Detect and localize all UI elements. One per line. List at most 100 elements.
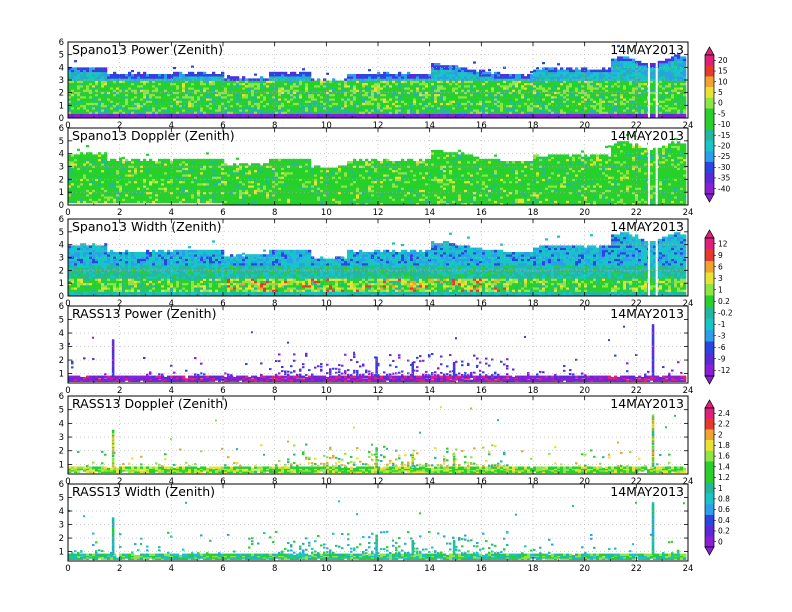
heatmap-cell (623, 93, 627, 97)
heatmap-cell (533, 80, 537, 84)
heatmap-cell (92, 100, 96, 103)
heatmap-cell (254, 104, 258, 108)
heatmap-cell (602, 91, 606, 95)
heatmap-cell (458, 98, 462, 101)
heatmap-cell (467, 98, 471, 101)
heatmap-cell (308, 93, 312, 97)
heatmap-cell (275, 78, 279, 81)
heatmap-cell (443, 113, 447, 117)
heatmap-cell (566, 98, 570, 101)
heatmap-cell (308, 74, 312, 77)
heatmap-cell (605, 109, 609, 112)
heatmap-cell (104, 109, 108, 112)
heatmap-cell (644, 85, 648, 88)
heatmap-cell (512, 91, 516, 95)
heatmap-cell (104, 183, 108, 186)
heatmap-cell (464, 100, 468, 103)
heatmap-cell (671, 71, 675, 75)
heatmap-cell (338, 102, 342, 106)
heatmap-cell (92, 91, 96, 95)
heatmap-cell (332, 102, 336, 106)
heatmap-cell (101, 102, 105, 106)
heatmap-cell (266, 96, 270, 99)
heatmap-cell (104, 161, 108, 164)
heatmap-cell (140, 82, 144, 86)
heatmap-cell (485, 91, 489, 95)
heatmap-cell (581, 91, 585, 95)
heatmap-cell (650, 109, 654, 112)
heatmap-cell (416, 115, 420, 118)
heatmap-cell (257, 85, 261, 88)
heatmap-cell (407, 82, 411, 86)
heatmap-cell (479, 102, 483, 106)
heatmap-cell (116, 100, 120, 103)
heatmap-cell (545, 74, 549, 77)
heatmap-cell (677, 96, 681, 99)
heatmap-cell (449, 91, 453, 95)
heatmap-cell (71, 185, 75, 188)
heatmap-cell (83, 69, 87, 73)
heatmap-cell (662, 87, 666, 90)
heatmap-cell (530, 93, 534, 97)
heatmap-cell (95, 78, 99, 81)
heatmap-cell (560, 89, 564, 92)
heatmap-cell (77, 104, 81, 108)
heatmap-cell (581, 71, 585, 75)
heatmap-cell (107, 169, 111, 173)
heatmap-cell (635, 109, 639, 112)
heatmap-cell (437, 100, 441, 103)
heatmap-cell (167, 107, 171, 110)
heatmap-cell (527, 96, 531, 99)
heatmap-cell (386, 74, 390, 77)
heatmap-cell (335, 104, 339, 108)
heatmap-cell (146, 78, 150, 81)
heatmap-cell (659, 60, 663, 64)
heatmap-cell (599, 111, 603, 114)
heatmap-cell (272, 76, 276, 79)
heatmap-cell (326, 89, 330, 92)
heatmap-cell (305, 82, 309, 86)
heatmap-cell (125, 98, 129, 101)
heatmap-cell (596, 107, 600, 110)
heatmap-cell (668, 115, 672, 118)
heatmap-cell (575, 96, 579, 99)
heatmap-cell (368, 100, 372, 103)
heatmap-cell (506, 96, 510, 99)
heatmap-cell (434, 80, 438, 84)
heatmap-cell (578, 100, 582, 103)
heatmap-cell (407, 111, 411, 114)
heatmap-cell (482, 96, 486, 99)
heatmap-cell (629, 69, 633, 73)
heatmap-cell (161, 100, 165, 103)
heatmap-cell (224, 93, 228, 97)
heatmap-cell (278, 78, 282, 81)
heatmap-cell (95, 198, 99, 201)
heatmap-cell (614, 100, 618, 103)
heatmap-cell (629, 107, 633, 110)
heatmap-cell (596, 113, 600, 117)
heatmap-cell (593, 74, 597, 77)
heatmap-cell (560, 82, 564, 86)
heatmap-cell (551, 109, 555, 112)
heatmap-cell (617, 60, 621, 64)
heatmap-cell (251, 93, 255, 97)
heatmap-cell (245, 78, 249, 81)
heatmap-cell (662, 78, 666, 81)
heatmap-cell (509, 91, 513, 95)
heatmap-cell (158, 78, 162, 81)
heatmap-cell (518, 85, 522, 88)
heatmap-cell (341, 100, 345, 103)
heatmap-cell (245, 89, 249, 92)
heatmap-cell (644, 87, 648, 90)
heatmap-cell (101, 98, 105, 101)
heatmap-cell (485, 74, 489, 77)
heatmap-cell (92, 107, 96, 110)
heatmap-cell (113, 180, 117, 184)
heatmap-cell (179, 96, 183, 99)
heatmap-cell (584, 113, 588, 117)
heatmap-cell (602, 102, 606, 106)
heatmap-cell (593, 107, 597, 110)
heatmap-cell (248, 115, 252, 118)
heatmap-cell (581, 89, 585, 92)
heatmap-cell (422, 87, 426, 90)
